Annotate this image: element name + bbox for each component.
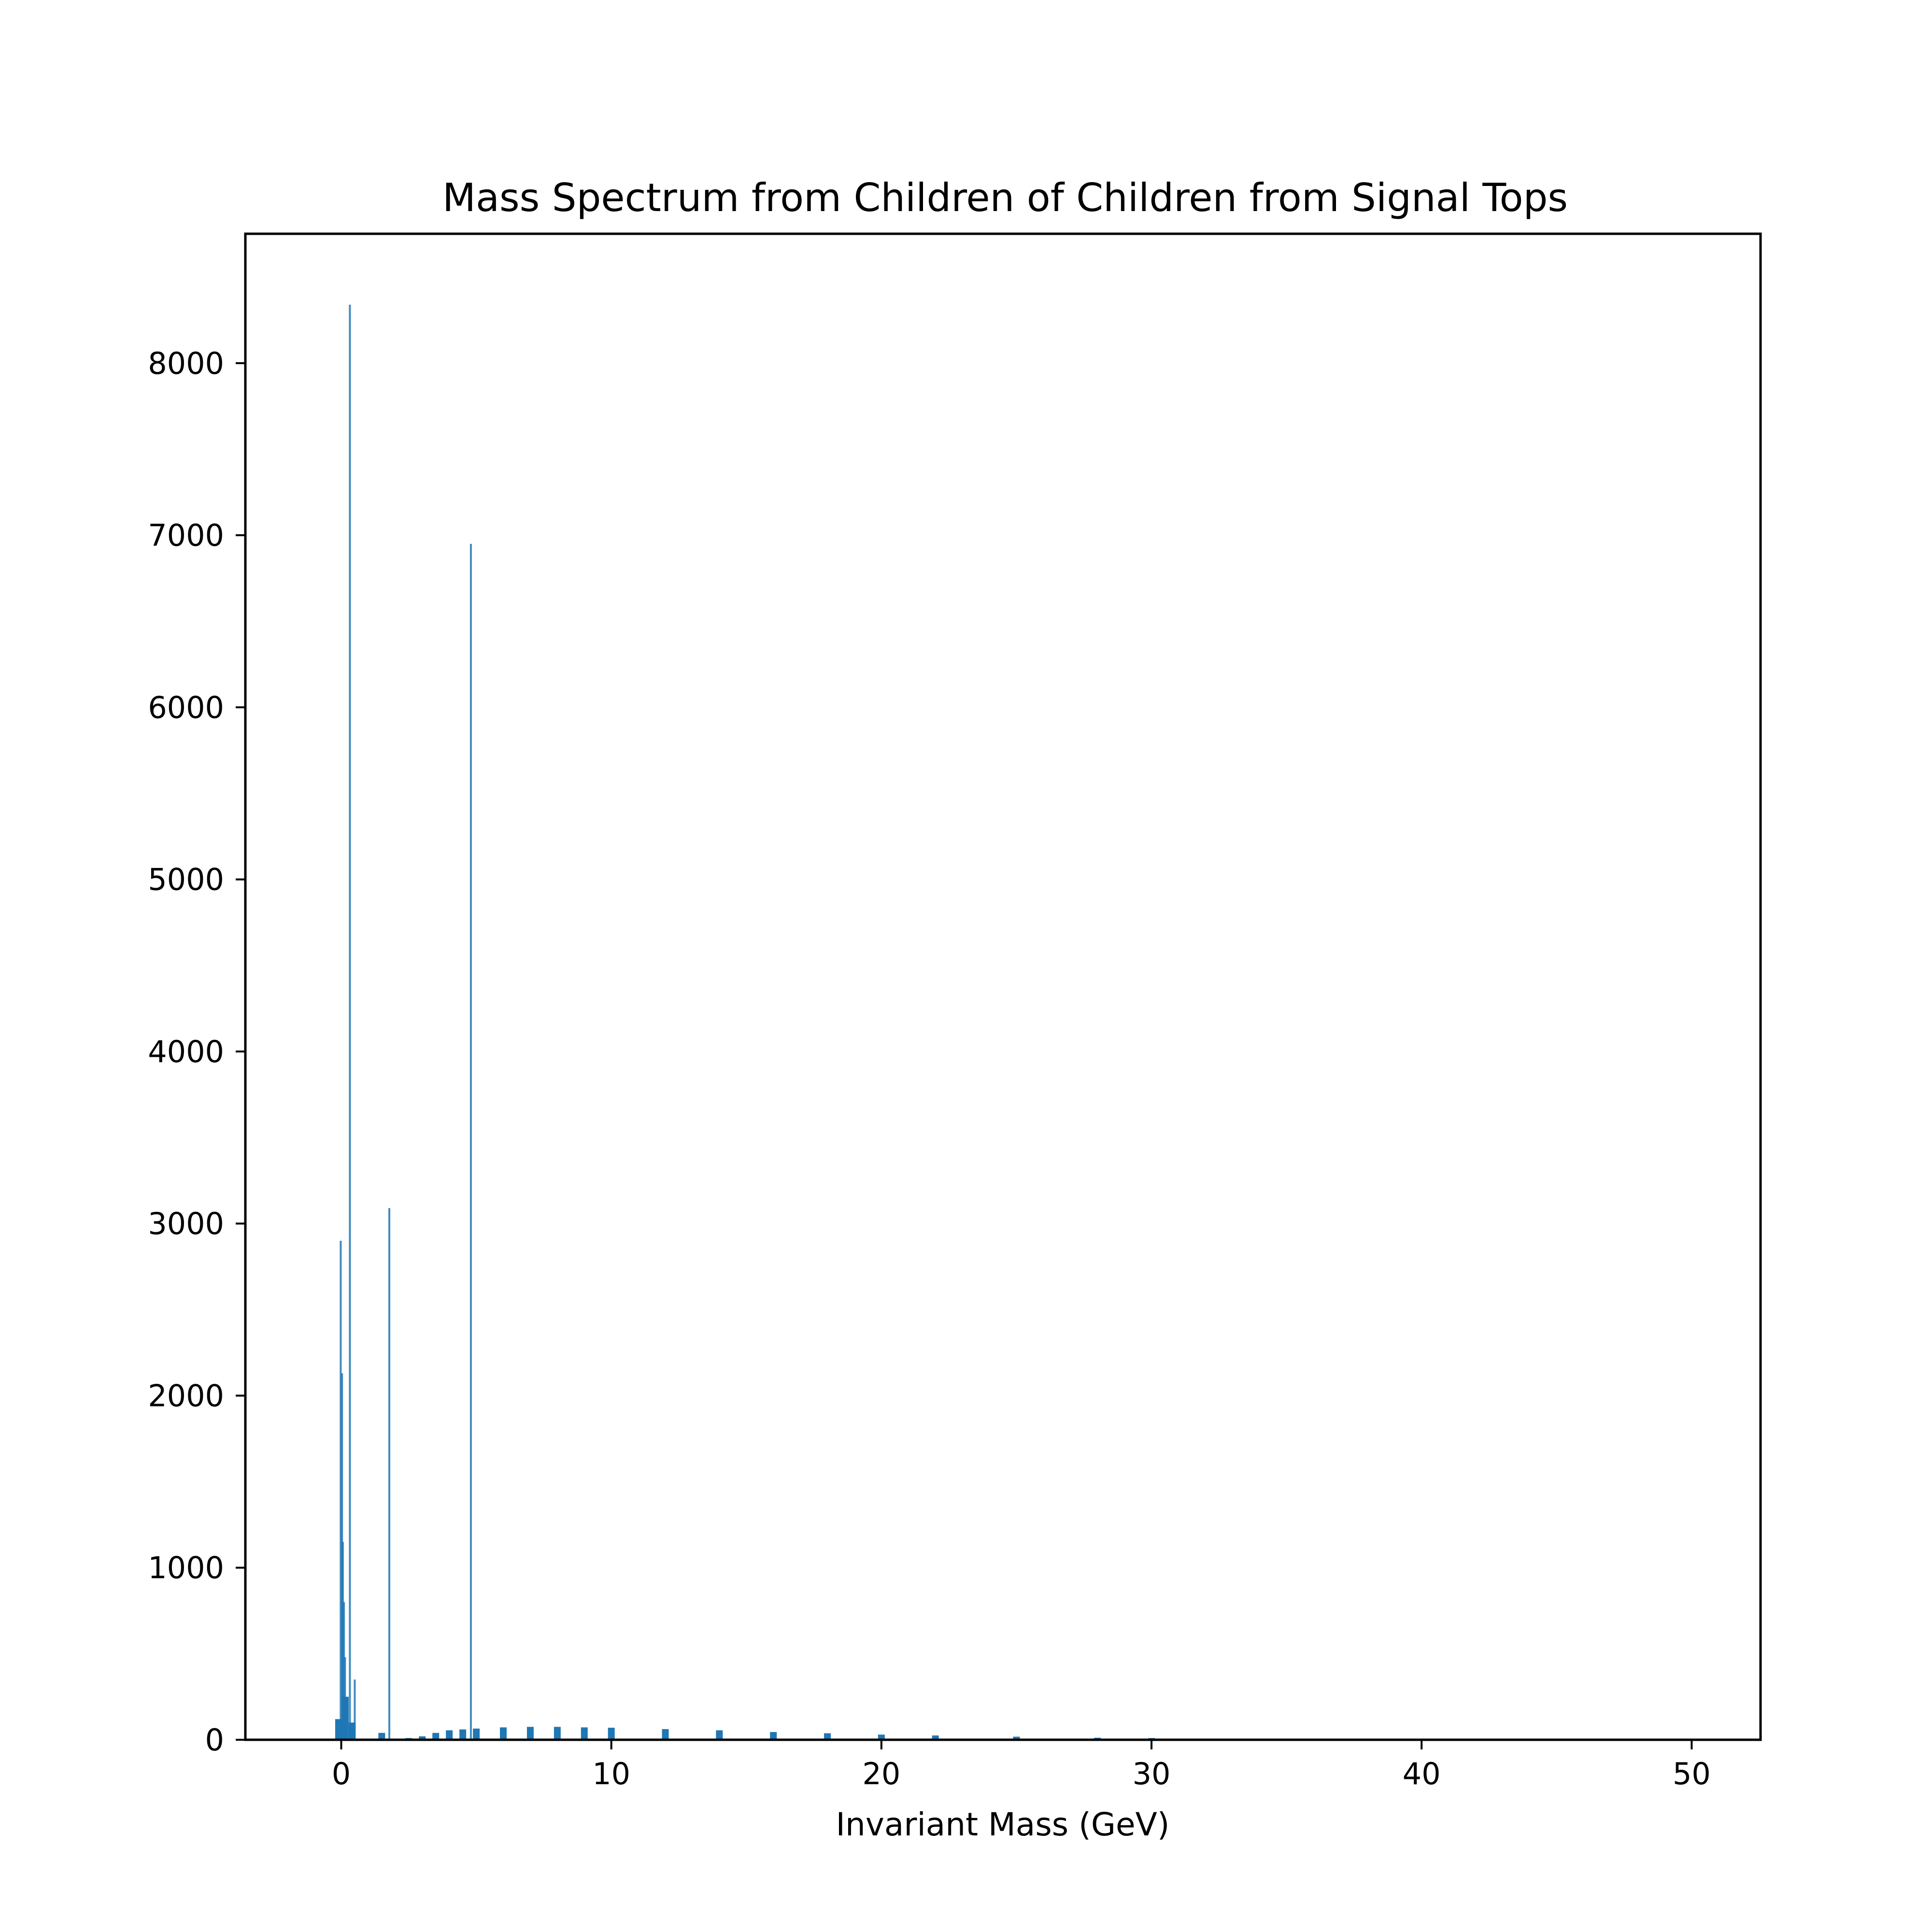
x-tick-label: 40 [1403, 1756, 1441, 1791]
histogram-bar [581, 1727, 588, 1740]
histogram-bar [770, 1732, 777, 1740]
y-tick-label: 8000 [148, 346, 224, 381]
plot-frame [244, 232, 1762, 1741]
histogram-bar [608, 1728, 615, 1740]
y-tick-label: 3000 [148, 1206, 224, 1241]
histogram-spikes [340, 304, 472, 1740]
y-tick-label: 0 [205, 1722, 224, 1758]
y-axis: 0 1000 2000 3000 4000 5000 6000 7000 8000 [148, 346, 245, 1758]
histogram-bar [473, 1728, 480, 1740]
x-tick-label: 20 [862, 1756, 900, 1791]
histogram-bar [526, 1727, 534, 1740]
y-tick-label: 5000 [148, 862, 224, 897]
histogram-bar [500, 1727, 507, 1740]
y-tick-label: 6000 [148, 690, 224, 725]
histogram-bar [446, 1730, 453, 1740]
histogram-bar [878, 1734, 885, 1740]
histogram-bar [1013, 1736, 1020, 1740]
histogram-bar [378, 1733, 385, 1740]
histogram-spike [354, 1679, 356, 1740]
histogram-bars [335, 1696, 1695, 1740]
chart-title: Mass Spectrum from Children of Children … [442, 175, 1568, 220]
x-tick-label: 0 [332, 1756, 351, 1791]
histogram-spike [388, 1208, 391, 1740]
y-tick-label: 1000 [148, 1550, 224, 1586]
histogram-bar [716, 1730, 723, 1740]
x-axis: 0 10 20 30 40 50 [332, 1740, 1711, 1791]
y-tick-label: 4000 [148, 1034, 224, 1069]
histogram-bar [554, 1727, 561, 1740]
histogram-bar [419, 1736, 426, 1740]
histogram-bar [459, 1729, 467, 1740]
x-tick-label: 30 [1133, 1756, 1171, 1791]
histogram-spike [469, 543, 472, 1740]
x-tick-label: 10 [592, 1756, 630, 1791]
x-tick-label: 50 [1673, 1756, 1711, 1791]
x-axis-label: Invariant Mass (GeV) [836, 1806, 1170, 1843]
histogram-bar [662, 1729, 669, 1740]
histogram-bar [932, 1735, 939, 1740]
y-tick-label: 7000 [148, 518, 224, 553]
histogram-spike [349, 304, 351, 1740]
histogram-spike [343, 1602, 345, 1740]
histogram-bar [824, 1733, 831, 1740]
y-tick-label: 2000 [148, 1378, 224, 1413]
histogram-spike [344, 1657, 346, 1740]
histogram-spike [340, 1240, 342, 1740]
histogram-bar [432, 1733, 440, 1740]
histogram-spike [341, 1542, 344, 1740]
